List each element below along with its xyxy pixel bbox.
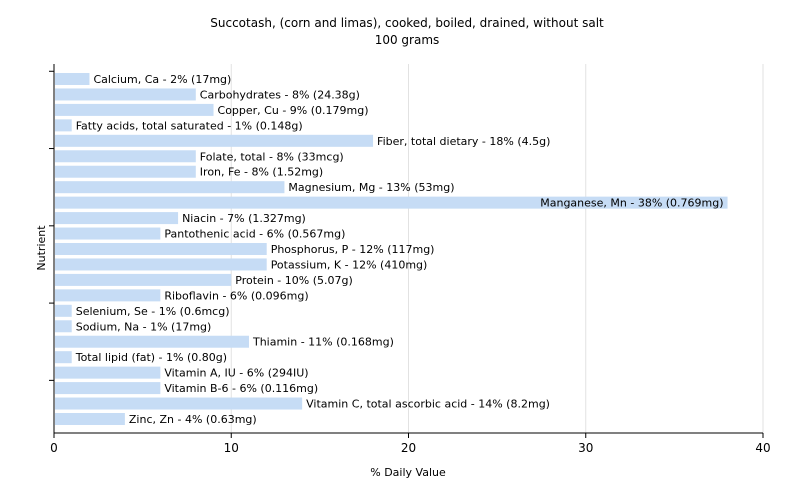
bar <box>55 289 161 302</box>
x-tick-label: 30 <box>578 441 593 455</box>
bar <box>55 304 72 317</box>
bar <box>55 243 267 255</box>
bar-label: Sodium, Na - 1% (17mg) <box>76 320 212 333</box>
bar-label: Potassium, K - 12% (410mg) <box>271 258 428 271</box>
x-tick-label: 0 <box>50 441 58 455</box>
bar <box>55 134 374 147</box>
bar <box>55 196 728 209</box>
bar <box>55 73 90 85</box>
x-tick-label: 20 <box>401 441 416 455</box>
x-tick-label: 40 <box>755 441 770 455</box>
bar <box>55 273 232 286</box>
bar-label: Carbohydrates - 8% (24.38g) <box>200 88 360 101</box>
bar <box>55 119 72 132</box>
bar <box>55 335 249 348</box>
bar <box>55 212 179 225</box>
x-axis-label: % Daily Value <box>370 466 446 479</box>
bar <box>55 397 303 410</box>
bar <box>55 88 196 101</box>
bar-label: Folate, total - 8% (33mcg) <box>200 150 344 163</box>
axes: 0 10 20 30 40 <box>49 64 771 455</box>
bar-label: Protein - 10% (5.07g) <box>235 274 353 287</box>
bar <box>55 382 161 395</box>
bar-label: Iron, Fe - 8% (1.52mg) <box>200 166 323 179</box>
bar-label: Copper, Cu - 9% (0.179mg) <box>218 104 369 117</box>
bar-label: Calcium, Ca - 2% (17mg) <box>93 73 231 86</box>
bar-label: Phosphorus, P - 12% (117mg) <box>271 243 435 256</box>
bar <box>55 413 125 425</box>
y-axis-label: Nutrient <box>35 225 48 271</box>
chart-title: Succotash, (corn and limas), cooked, boi… <box>210 16 604 30</box>
bar-label: Fatty acids, total saturated - 1% (0.148… <box>76 119 303 132</box>
bar-label: Pantothenic acid - 6% (0.567mg) <box>164 228 345 241</box>
bar-label: Manganese, Mn - 38% (0.769mg) <box>540 197 723 210</box>
bar-label: Thiamin - 11% (0.168mg) <box>252 336 394 349</box>
bar <box>55 150 196 163</box>
bar-label: Total lipid (fat) - 1% (0.80g) <box>75 351 227 364</box>
bar-label: Vitamin C, total ascorbic acid - 14% (8.… <box>306 398 550 411</box>
bar-label: Vitamin B-6 - 6% (0.116mg) <box>164 382 318 395</box>
bar-label: Riboflavin - 6% (0.096mg) <box>164 289 308 302</box>
bar <box>55 366 161 379</box>
bar <box>55 320 72 333</box>
chart-subtitle: 100 grams <box>375 33 440 47</box>
bar <box>55 181 285 194</box>
bar <box>55 351 72 364</box>
bar <box>55 258 267 271</box>
bar-label: Niacin - 7% (1.327mg) <box>182 212 306 225</box>
bar-label: Magnesium, Mg - 13% (53mg) <box>288 181 454 194</box>
bar <box>55 227 161 240</box>
bar-label: Selenium, Se - 1% (0.6mcg) <box>76 305 230 318</box>
bars: Calcium, Ca - 2% (17mg) Carbohydrates - 8… <box>55 73 728 426</box>
bar <box>55 103 214 116</box>
bar <box>55 165 196 178</box>
bar-label: Zinc, Zn - 4% (0.63mg) <box>129 413 257 426</box>
bar-label: Vitamin A, IU - 6% (294IU) <box>164 367 308 380</box>
x-tick-label: 10 <box>224 441 239 455</box>
bar-label: Fiber, total dietary - 18% (4.5g) <box>377 135 550 148</box>
